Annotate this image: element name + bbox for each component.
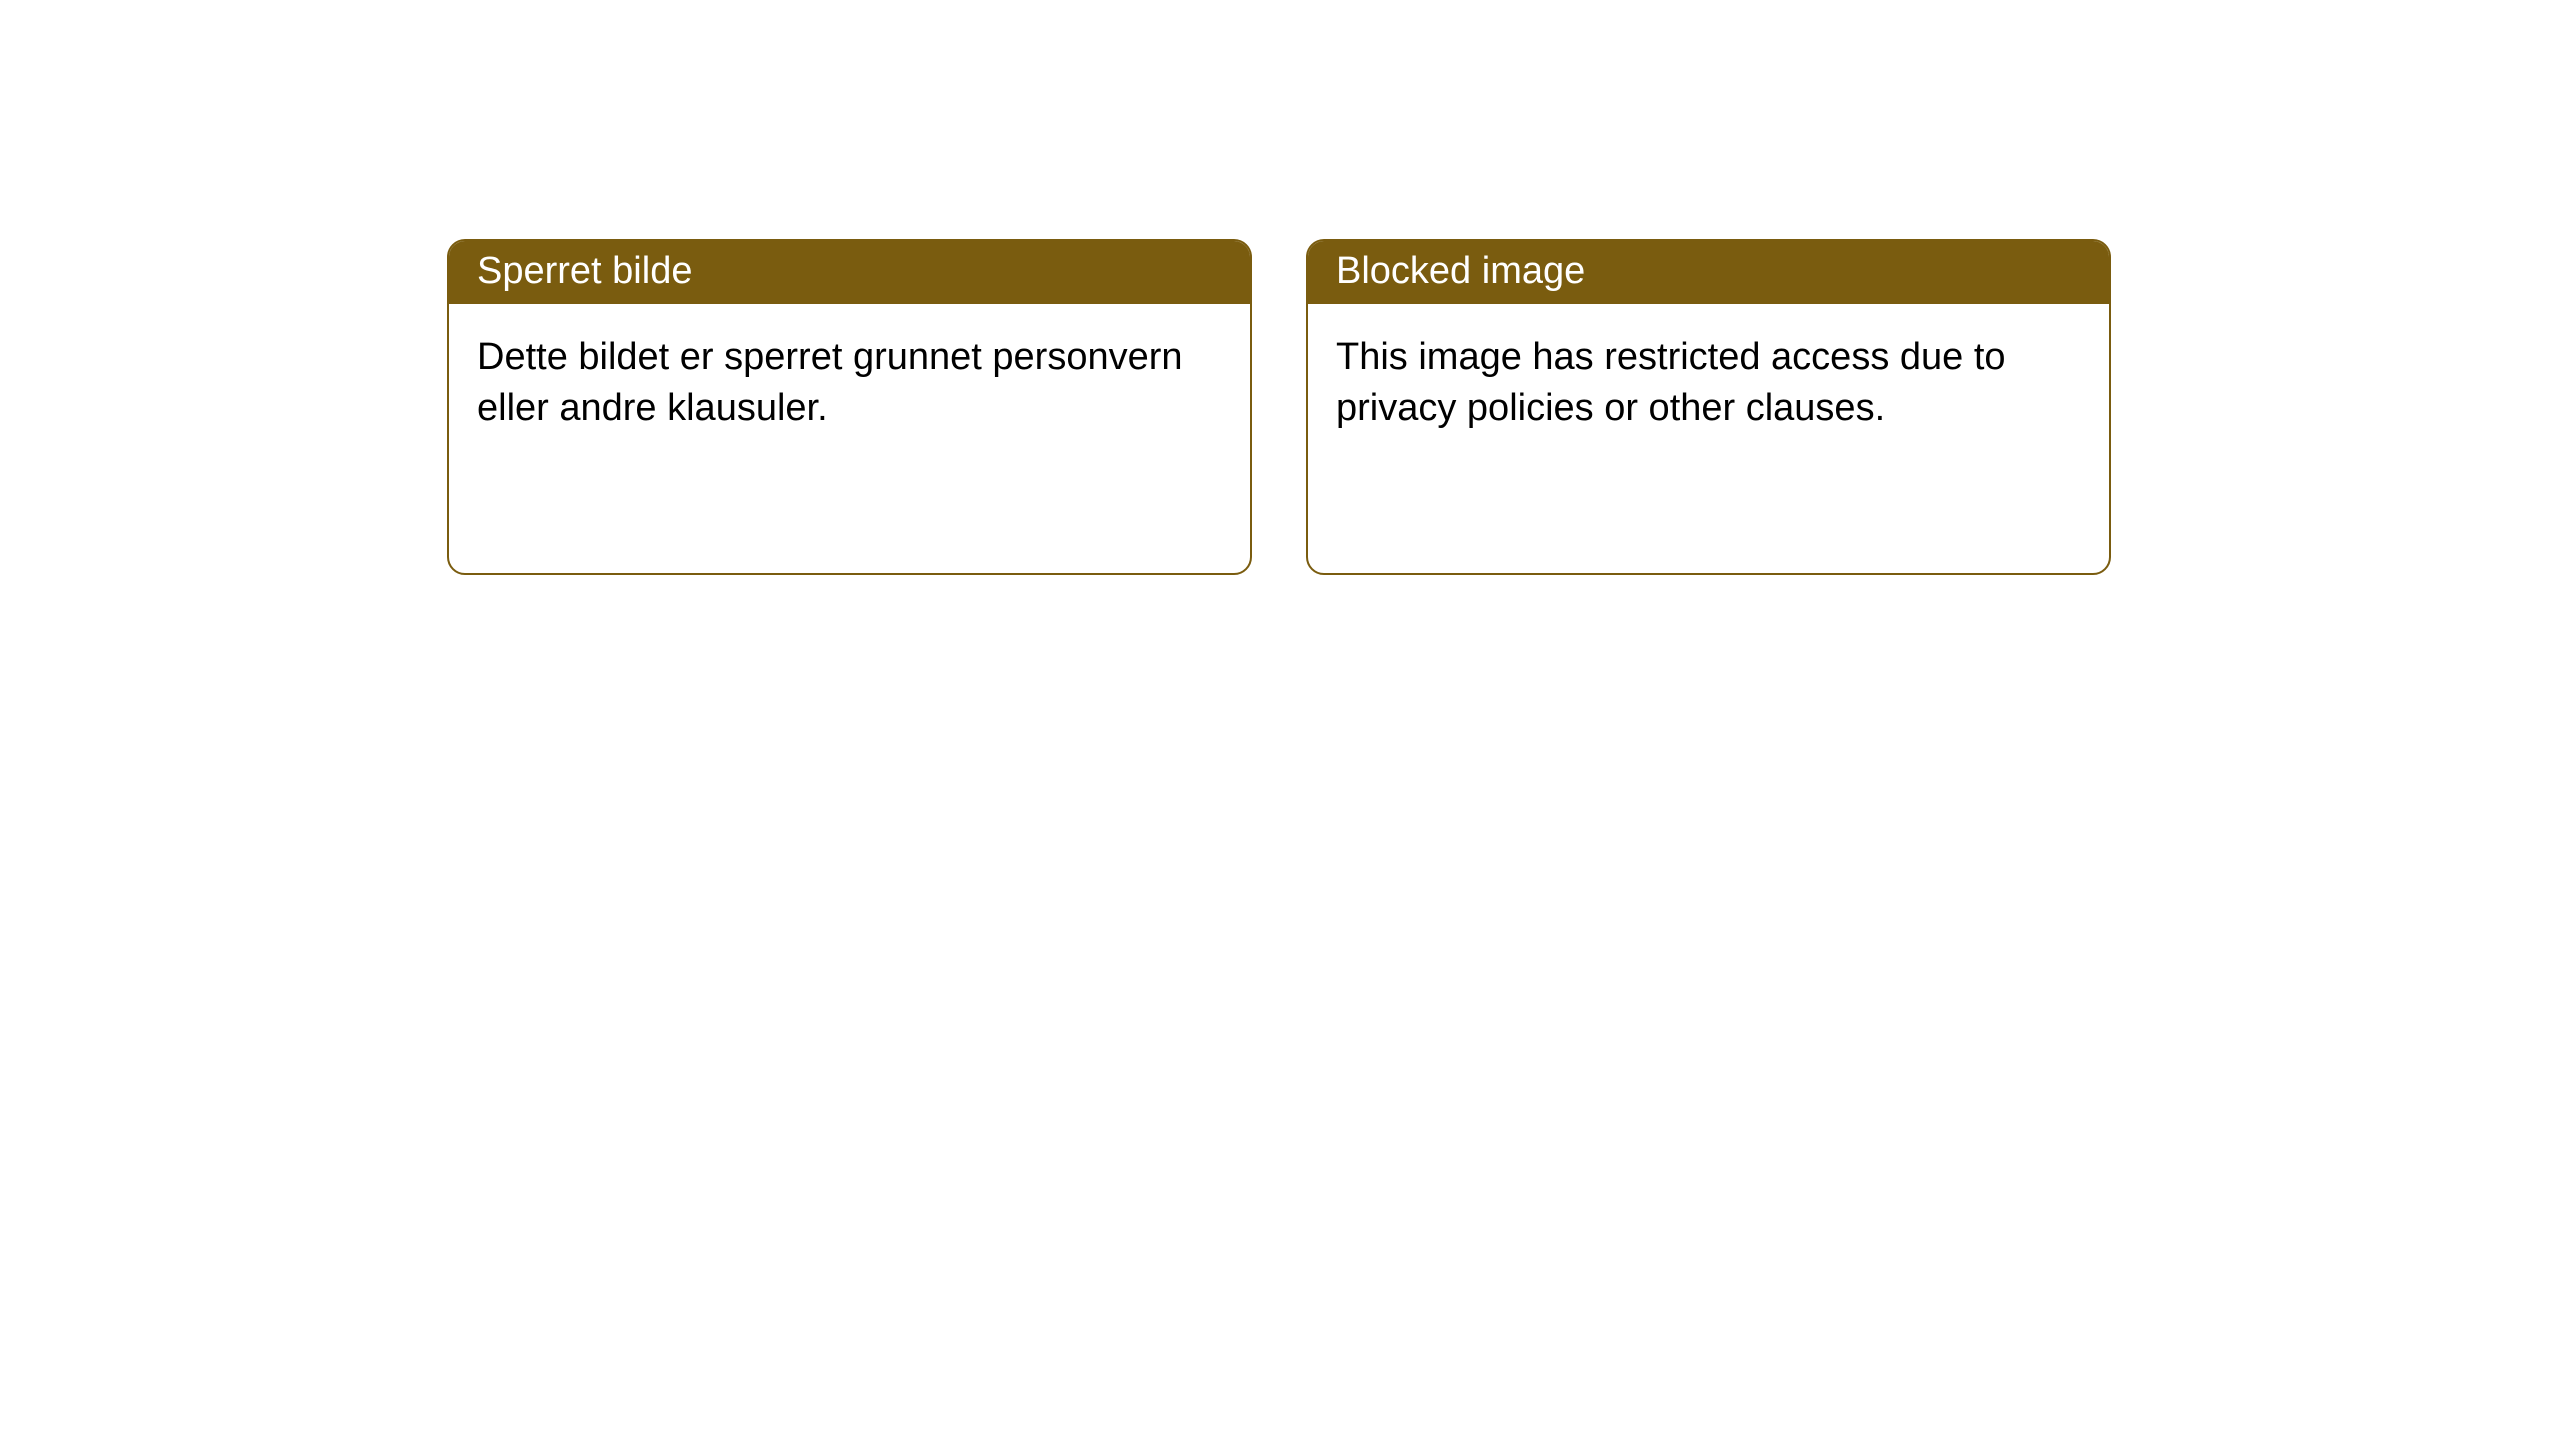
notice-body-text: This image has restricted access due to … bbox=[1336, 336, 2006, 429]
notice-container: Sperret bilde Dette bildet er sperret gr… bbox=[0, 0, 2560, 575]
notice-header: Sperret bilde bbox=[449, 241, 1250, 304]
notice-header: Blocked image bbox=[1308, 241, 2109, 304]
notice-body: Dette bildet er sperret grunnet personve… bbox=[449, 304, 1250, 463]
notice-body: This image has restricted access due to … bbox=[1308, 304, 2109, 463]
notice-body-text: Dette bildet er sperret grunnet personve… bbox=[477, 336, 1183, 429]
notice-card-english: Blocked image This image has restricted … bbox=[1306, 239, 2111, 575]
notice-title: Sperret bilde bbox=[477, 250, 692, 292]
notice-card-norwegian: Sperret bilde Dette bildet er sperret gr… bbox=[447, 239, 1252, 575]
notice-title: Blocked image bbox=[1336, 250, 1585, 292]
